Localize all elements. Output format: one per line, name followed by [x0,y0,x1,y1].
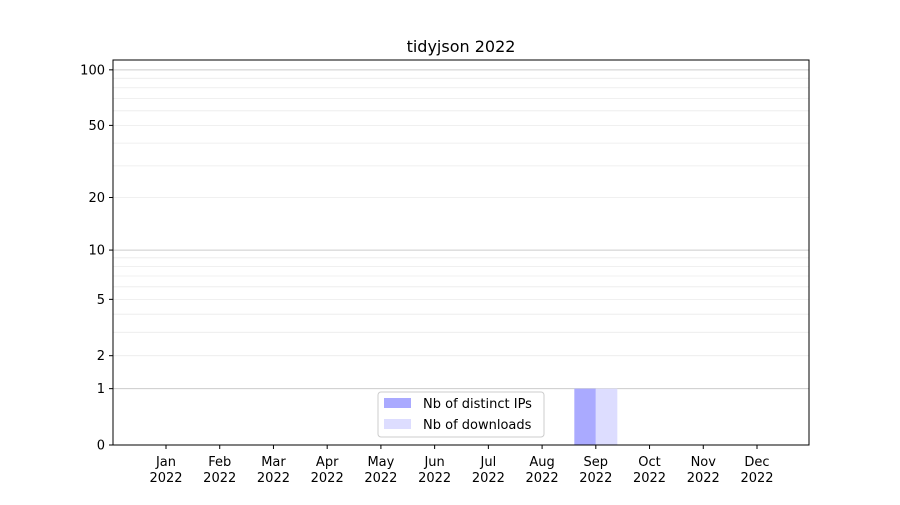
x-tick-label: Feb 2022 [203,455,236,486]
y-tick-label: 20 [88,191,105,206]
y-tick-label: 2 [97,349,105,364]
x-tick-label: Aug 2022 [526,455,559,486]
y-tick-label: 0 [97,439,105,454]
x-tick-label: Jul 2022 [472,455,505,486]
legend-box [377,391,545,438]
x-tick-label: Apr 2022 [311,455,344,486]
bar-downloads [595,388,618,445]
x-tick-label: Oct 2022 [633,455,666,486]
legend-swatch [384,419,411,429]
legend-label: Nb of downloads [423,418,532,433]
legend-swatch [384,398,411,408]
y-tick-label: 1 [97,382,105,397]
y-tick-label: 100 [80,63,105,78]
bar-distinct-ips [574,388,596,445]
x-tick-label: Sep 2022 [579,455,612,486]
legend-label: Nb of distinct IPs [423,397,532,412]
y-tick-label: 5 [97,293,105,308]
x-tick-label: May 2022 [364,455,397,486]
y-tick-label: 10 [88,244,105,259]
x-tick-label: Jan 2022 [149,455,182,486]
x-tick-label: Dec 2022 [740,455,773,486]
y-tick-label: 50 [88,119,105,134]
x-tick-label: Jun 2022 [418,455,451,486]
plot-frame [112,59,810,446]
x-tick-label: Nov 2022 [687,455,720,486]
x-tick-label: Mar 2022 [257,455,290,486]
chart-title: tidyjson 2022 [407,37,516,56]
